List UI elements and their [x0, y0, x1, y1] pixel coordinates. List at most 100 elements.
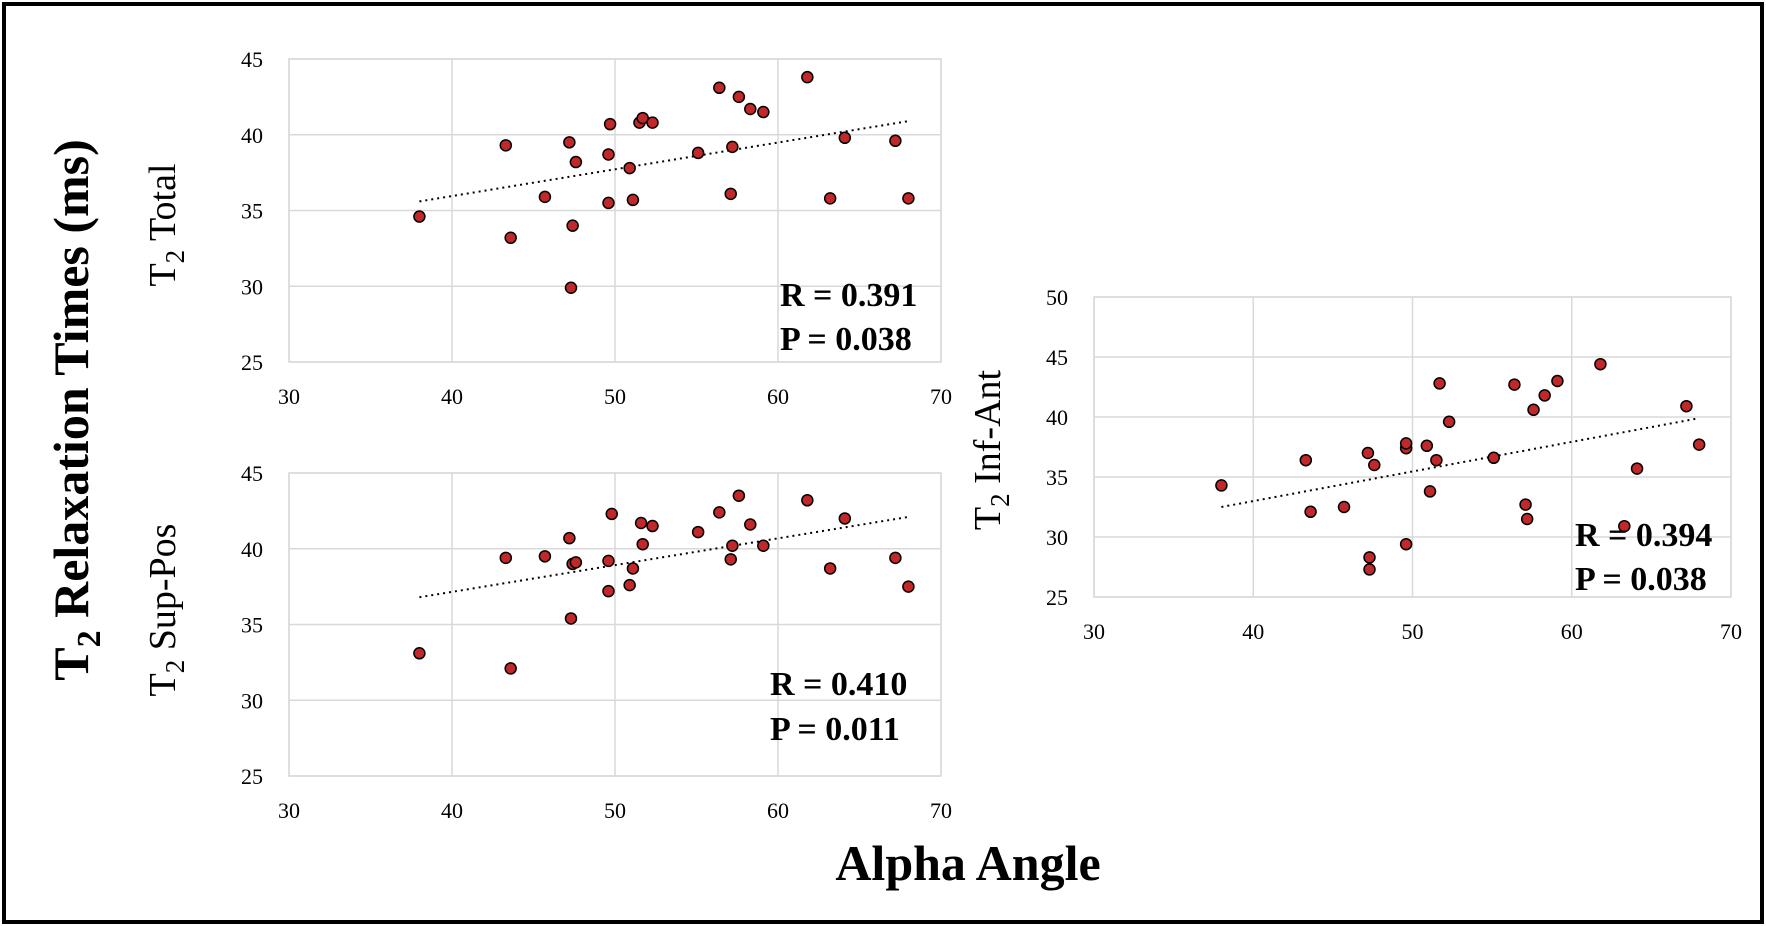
- data-point: [889, 551, 902, 565]
- y-tick-label: 30: [241, 688, 263, 713]
- data-point: [801, 494, 814, 507]
- data-point: [499, 551, 513, 565]
- data-point: [413, 210, 426, 223]
- data-point: [634, 516, 648, 530]
- data-point: [563, 136, 576, 149]
- data-point: [1520, 512, 1534, 526]
- data-point: [1399, 537, 1413, 551]
- y-tick-label: 25: [1046, 585, 1068, 610]
- y-tick-label: 50: [1046, 285, 1068, 310]
- y-tick-label: 45: [241, 461, 263, 486]
- data-point: [1519, 498, 1532, 511]
- y-tick-label: 45: [241, 47, 263, 72]
- data-point: [724, 187, 737, 201]
- data-point: [732, 90, 746, 104]
- data-point: [636, 537, 649, 551]
- data-point: [726, 539, 739, 552]
- x-tick-label: 50: [1402, 619, 1424, 644]
- data-point: [713, 506, 726, 519]
- data-point: [744, 518, 757, 531]
- data-point: [626, 562, 640, 575]
- data-point: [1692, 438, 1706, 451]
- x-tick-label: 40: [441, 384, 463, 409]
- data-point: [1215, 479, 1228, 492]
- data-point: [838, 131, 852, 145]
- data-point: [1487, 451, 1500, 465]
- data-point: [538, 550, 552, 563]
- data-point: [499, 139, 513, 152]
- chart-sup-pos: 30 40 50 60 70 25 30 35 40 45 T2 Sup-Pos R = 0.41…: [142, 461, 952, 823]
- data-point: [823, 562, 837, 575]
- data-point: [1420, 439, 1434, 453]
- data-point: [646, 519, 659, 533]
- data-point: [623, 161, 636, 175]
- stat-r-inf-ant: R = 0.394: [1575, 517, 1712, 554]
- data-point: [538, 190, 552, 204]
- data-point: [1594, 357, 1607, 371]
- y-axis-label-inf-ant: T2 Inf-Ant: [967, 369, 1015, 530]
- data-point: [726, 140, 739, 154]
- x-tick-label: 70: [1720, 619, 1742, 644]
- y-tick-label: 40: [241, 123, 263, 148]
- y-tick-label: 35: [241, 199, 263, 224]
- data-point: [1551, 374, 1564, 388]
- data-point: [902, 192, 915, 205]
- stat-p-sup-pos: P = 0.011: [770, 711, 900, 748]
- data-point: [626, 193, 640, 207]
- plot-area-frame: [288, 472, 942, 777]
- data-point: [1527, 403, 1540, 417]
- x-tick-label: 70: [930, 798, 952, 823]
- x-tick-label: 60: [767, 798, 789, 823]
- y-axis-label-total: T2 Total: [142, 163, 190, 286]
- data-point: [744, 102, 757, 116]
- data-point: [646, 116, 659, 129]
- x-tick-label: 50: [604, 798, 626, 823]
- data-point: [732, 489, 746, 502]
- y-tick-label: 40: [1046, 405, 1068, 430]
- x-tick-label: 60: [767, 384, 789, 409]
- data-point: [1508, 378, 1521, 391]
- plot-area-frame: [1093, 296, 1732, 598]
- data-point: [603, 117, 617, 131]
- x-tick-label: 40: [1242, 619, 1264, 644]
- data-point: [563, 531, 576, 545]
- data-point: [623, 578, 636, 592]
- data-point: [602, 148, 615, 161]
- data-point: [1430, 453, 1443, 467]
- data-point: [691, 525, 705, 539]
- x-tick-label: 30: [278, 384, 300, 409]
- data-point: [1433, 377, 1446, 390]
- main-y-axis-label: T2 Relaxation Times (ms): [43, 139, 108, 681]
- y-axis-label-sup-pos: T2 Sup-Pos: [142, 524, 190, 697]
- y-tick-label: 30: [241, 274, 263, 299]
- data-point: [1363, 551, 1376, 564]
- data-point: [1304, 505, 1317, 519]
- data-point: [757, 105, 770, 119]
- data-point: [413, 647, 426, 660]
- trendline: [419, 120, 909, 203]
- stat-p-total: P = 0.038: [780, 321, 912, 358]
- data-point: [569, 155, 583, 169]
- data-point: [566, 219, 579, 232]
- data-point: [1363, 563, 1376, 576]
- data-point: [757, 539, 770, 552]
- x-tick-label: 70: [930, 384, 952, 409]
- data-point: [1442, 415, 1456, 429]
- data-point: [504, 662, 517, 675]
- data-point: [902, 580, 915, 593]
- data-point: [1337, 500, 1351, 514]
- data-point: [713, 81, 726, 95]
- data-point: [691, 146, 705, 160]
- data-point: [602, 196, 615, 210]
- data-point: [1618, 519, 1631, 533]
- data-point: [602, 554, 615, 568]
- data-point: [838, 512, 852, 525]
- data-point: [602, 584, 615, 598]
- y-tick-label: 40: [241, 537, 263, 562]
- data-point: [1399, 437, 1413, 450]
- data-point: [605, 507, 618, 521]
- stat-r-sup-pos: R = 0.410: [770, 666, 907, 703]
- y-tick-label: 35: [241, 613, 263, 638]
